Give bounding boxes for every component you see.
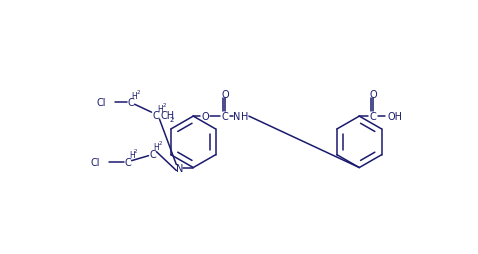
Text: O: O (221, 90, 229, 100)
Text: H: H (158, 104, 163, 113)
Text: C: C (370, 112, 377, 122)
Text: O: O (201, 112, 209, 122)
Text: C: C (149, 149, 156, 159)
Text: 2: 2 (134, 149, 137, 154)
Text: Cl: Cl (96, 98, 106, 108)
Text: H: H (132, 91, 138, 100)
Text: 2: 2 (159, 141, 162, 146)
Text: H: H (129, 151, 134, 160)
Text: OH: OH (387, 112, 402, 122)
Text: Cl: Cl (90, 157, 99, 167)
Text: C: C (127, 98, 134, 108)
Text: 2: 2 (169, 117, 174, 123)
Text: H: H (153, 143, 159, 152)
Text: 2: 2 (163, 102, 166, 107)
Text: C: C (152, 111, 159, 121)
Text: N: N (233, 112, 241, 122)
Text: CH: CH (161, 111, 174, 121)
Text: H: H (241, 112, 249, 122)
Text: 2: 2 (137, 89, 141, 94)
Text: C: C (124, 157, 131, 167)
Text: N: N (175, 163, 183, 173)
Text: C: C (222, 112, 228, 122)
Text: O: O (369, 90, 377, 100)
